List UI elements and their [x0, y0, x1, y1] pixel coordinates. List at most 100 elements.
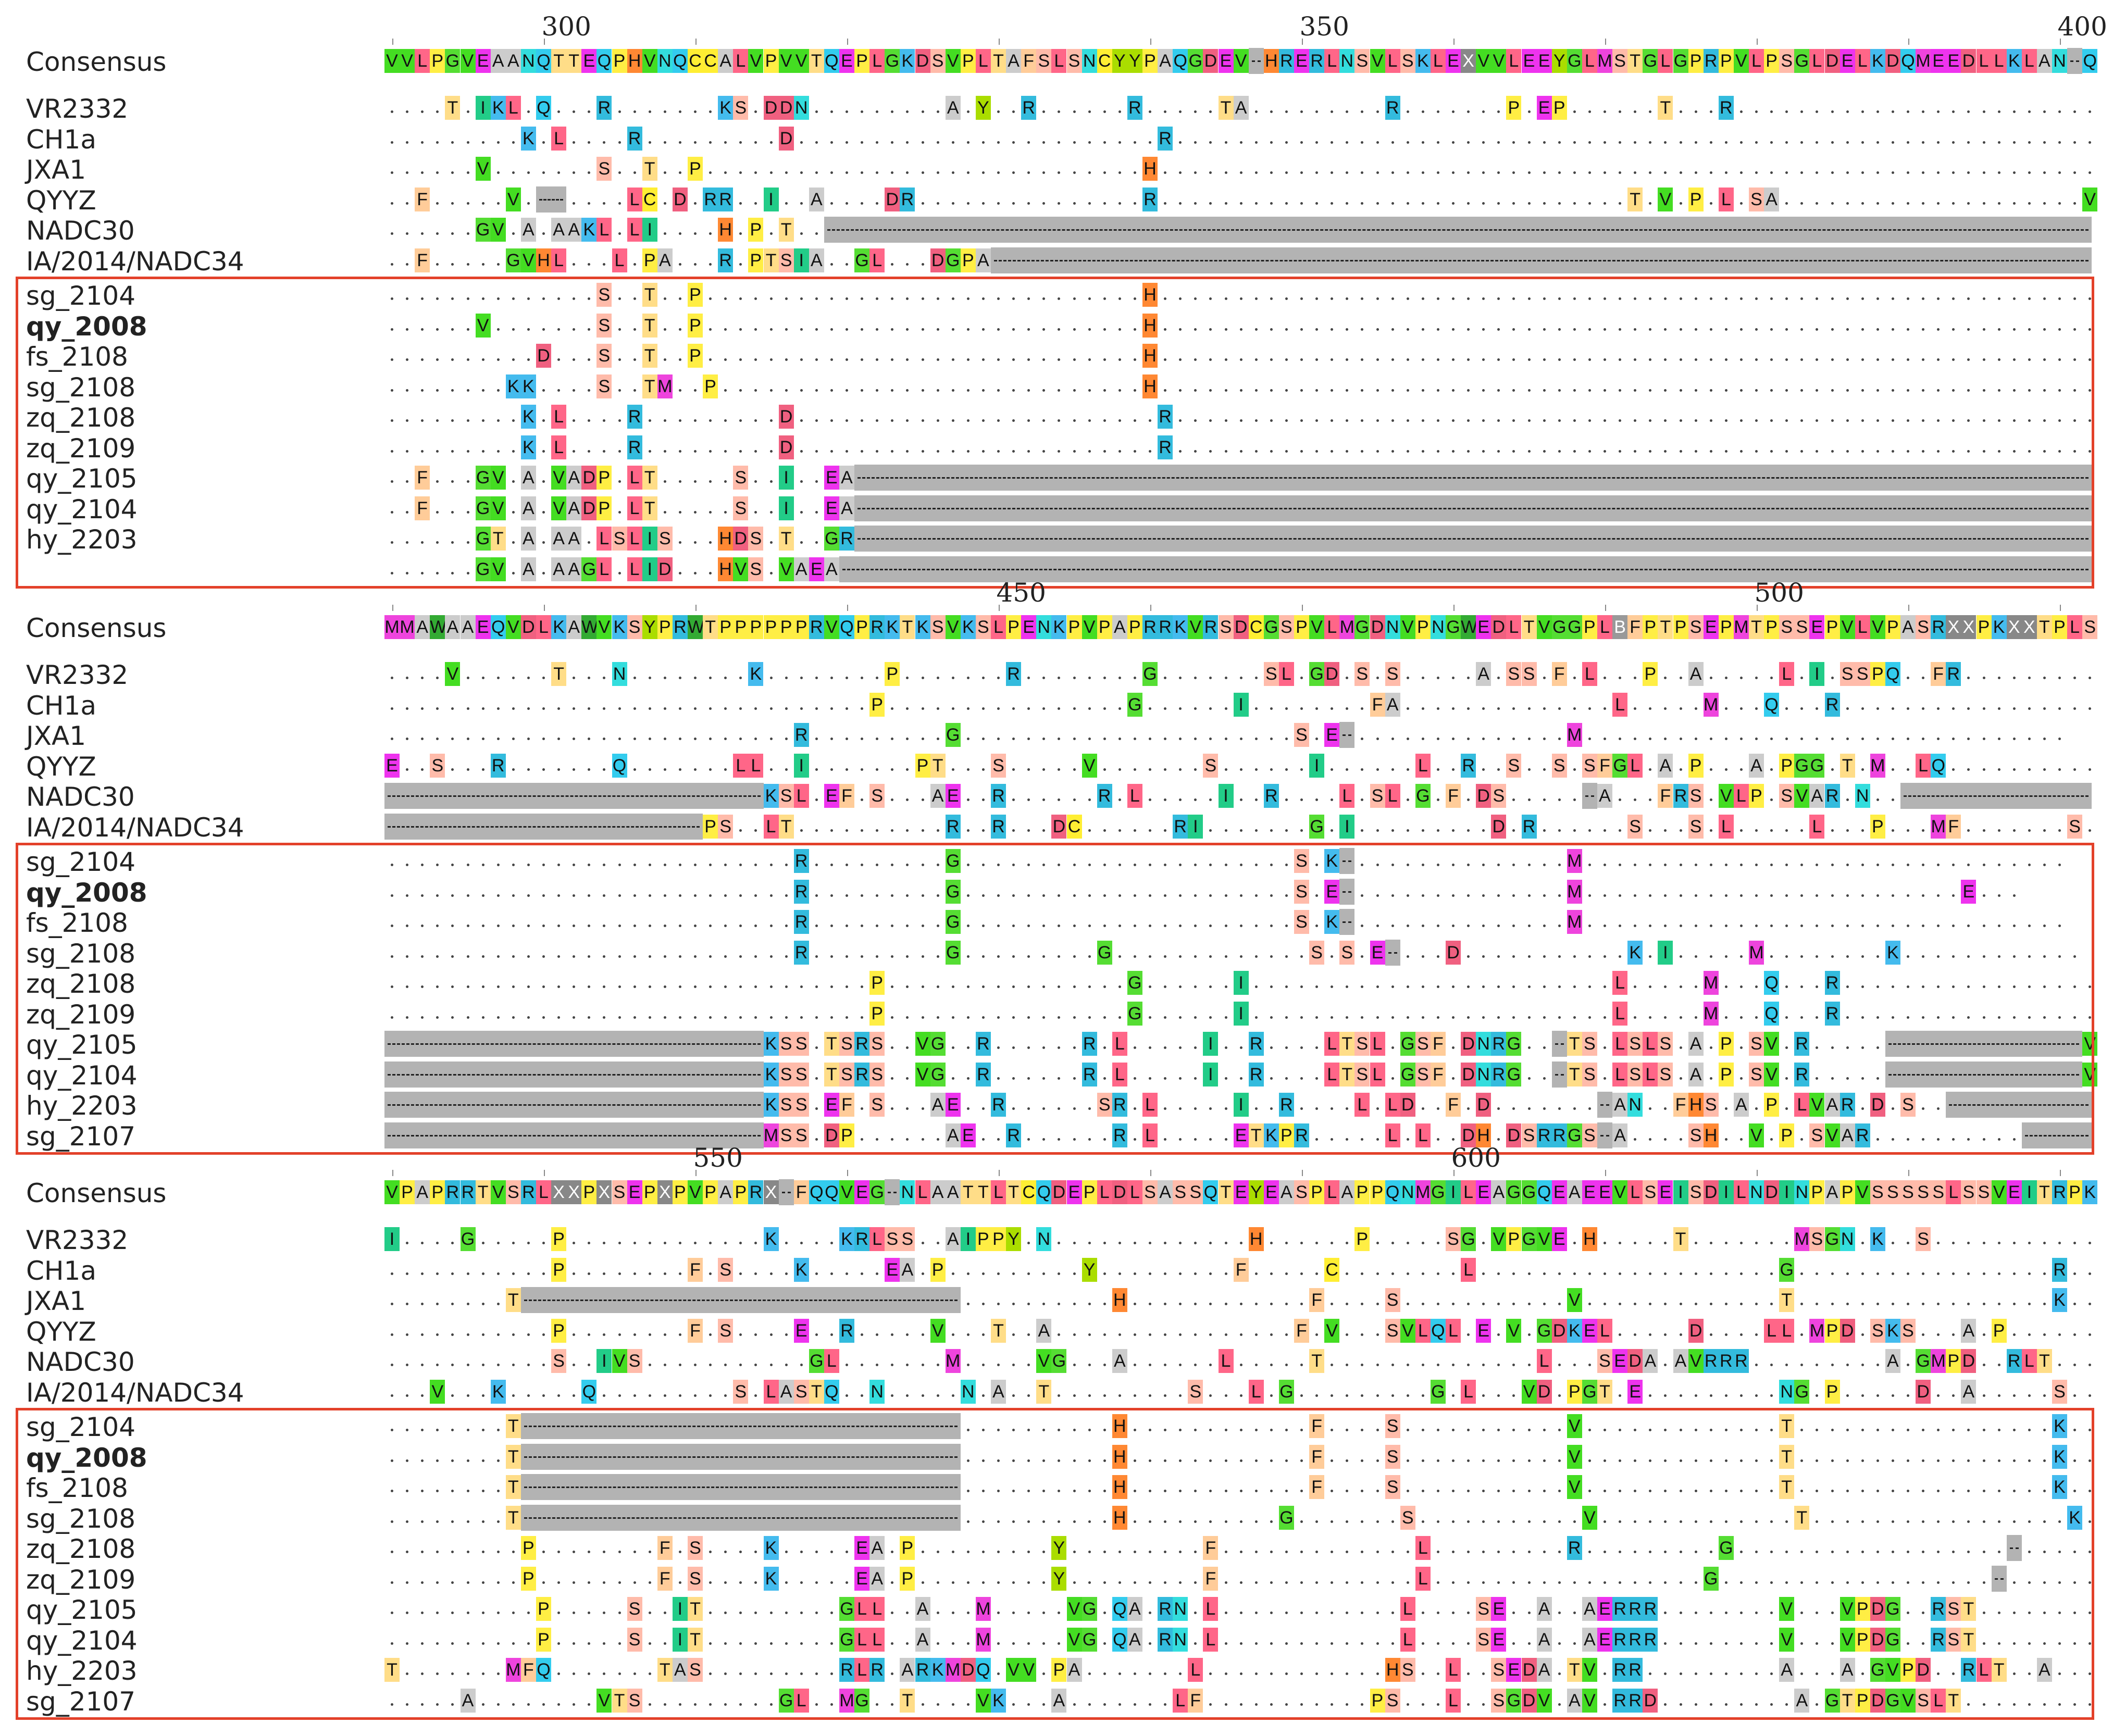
match-dot [1937, 358, 1940, 361]
match-dot [1604, 389, 1607, 392]
match-dot [1179, 171, 1182, 174]
consensus-label: Consensus [26, 47, 167, 77]
match-dot [1133, 449, 1136, 453]
match-dot [966, 1333, 970, 1336]
match-dot [2089, 358, 2092, 361]
match-dot [891, 328, 894, 331]
match-dot [633, 110, 636, 113]
residue-cell: P [793, 615, 809, 639]
match-dot [921, 202, 924, 205]
match-dot [1558, 1272, 1561, 1275]
match-dot [1391, 389, 1394, 392]
match-dot [542, 232, 545, 235]
match-dot [512, 419, 515, 422]
match-dot [997, 202, 1000, 205]
residue-cell: V [824, 615, 839, 639]
residue-cell: P [703, 374, 718, 398]
residue-cell: P [885, 662, 900, 686]
match-dot [800, 449, 803, 453]
match-dot [1118, 829, 1121, 832]
match-dot [1452, 449, 1455, 453]
match-dot [1361, 419, 1364, 422]
match-dot [1149, 110, 1152, 113]
match-dot [1891, 449, 1894, 453]
match-dot [1816, 419, 1819, 422]
residue-cell: A [1339, 1180, 1355, 1204]
residue-cell: R [1824, 784, 1840, 808]
match-dot [1406, 297, 1409, 300]
residue-cell: K [763, 784, 779, 808]
match-dot [573, 328, 576, 331]
match-dot [1588, 1364, 1591, 1366]
match-dot [678, 419, 681, 422]
residue-cell: A [460, 615, 476, 639]
match-dot [1315, 798, 1319, 801]
match-dot [1937, 141, 1940, 144]
residue-cell: S [1385, 1318, 1400, 1343]
gap-segment [1339, 722, 1355, 748]
residue-cell: V [1688, 1349, 1704, 1373]
match-dot [724, 480, 727, 483]
match-dot [1543, 328, 1546, 331]
match-dot [1361, 798, 1364, 801]
match-dot [1315, 1394, 1319, 1397]
residue-cell: P [1718, 49, 1734, 73]
match-dot [1149, 1394, 1152, 1397]
gap-segment [1582, 783, 1597, 809]
match-dot [1664, 707, 1667, 710]
residue-cell: A [1885, 1349, 1900, 1373]
match-dot [1331, 297, 1334, 300]
match-dot [678, 1333, 681, 1336]
match-dot [391, 1394, 394, 1397]
match-dot [1997, 768, 2000, 771]
match-dot [1436, 358, 1439, 361]
match-dot [951, 768, 954, 771]
match-dot [1619, 389, 1622, 392]
residue-cell: P [1643, 615, 1658, 639]
match-dot [1573, 707, 1576, 710]
residue-cell: G [945, 723, 961, 747]
match-dot [709, 768, 712, 771]
match-dot [1724, 449, 1727, 453]
match-dot [406, 1272, 409, 1275]
match-dot [1346, 389, 1349, 392]
match-dot [1209, 358, 1212, 361]
residue-cell: Y [1006, 1227, 1022, 1251]
match-dot [496, 1364, 500, 1366]
match-dot [815, 707, 818, 710]
residue-cell: N [1839, 1227, 1855, 1251]
field-isolates-highlight-box [16, 843, 2094, 1155]
match-dot [391, 707, 394, 710]
match-dot [1285, 1272, 1288, 1275]
match-dot [1846, 389, 1849, 392]
residue-cell: E [945, 784, 961, 808]
residue-cell: F [1551, 662, 1567, 686]
residue-cell: M [1870, 753, 1885, 778]
match-dot [1361, 707, 1364, 710]
residue-cell: L [1218, 1349, 1234, 1373]
match-dot [1315, 297, 1319, 300]
match-dot [876, 110, 879, 113]
match-dot [2089, 419, 2092, 422]
residue-cell: P [975, 1227, 991, 1251]
match-dot [1709, 1303, 1712, 1305]
match-dot [2073, 328, 2077, 331]
match-dot [1724, 297, 1727, 300]
residue-cell: A [1112, 615, 1127, 639]
residue-cell: R [627, 126, 642, 151]
match-dot [1421, 419, 1424, 422]
match-dot [1649, 1333, 1652, 1336]
match-dot [1739, 419, 1743, 422]
match-dot [1800, 110, 1804, 113]
sequence-row: VR2332 V T N K P R G S L G D S S A S S F L P A L I S S P Q F R [0, 659, 2113, 690]
residue-cell: A [1824, 1180, 1840, 1204]
residue-cell: P [854, 615, 870, 639]
match-dot [1239, 389, 1242, 392]
match-dot [1588, 171, 1591, 174]
match-dot [1997, 1303, 2000, 1305]
match-dot [1073, 358, 1076, 361]
residue-cell: R [1461, 753, 1476, 778]
match-dot [1452, 1394, 1455, 1397]
match-dot [1679, 171, 1682, 174]
match-dot [1133, 297, 1136, 300]
